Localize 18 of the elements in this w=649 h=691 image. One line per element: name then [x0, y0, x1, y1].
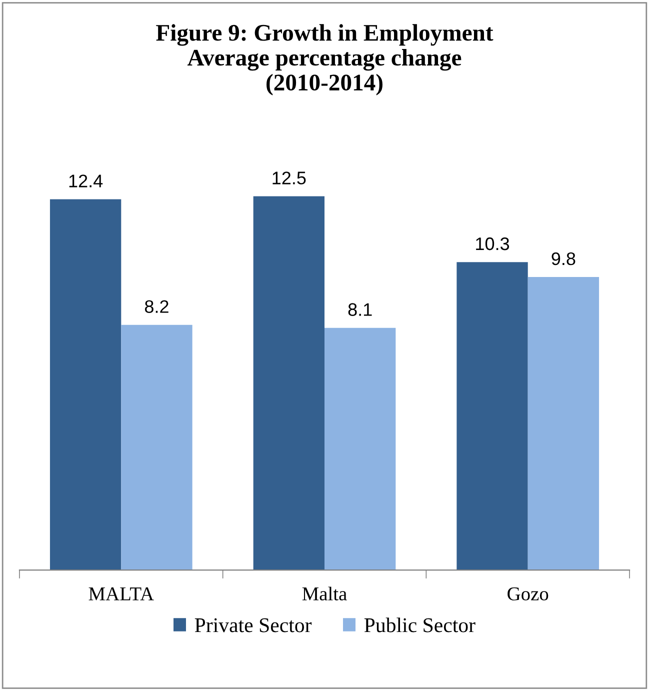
- legend-label: Public Sector: [364, 618, 476, 632]
- bar: [324, 328, 396, 570]
- data-label: 9.8: [552, 252, 576, 266]
- bar: [121, 324, 192, 570]
- legend-label: Private Sector: [194, 618, 312, 632]
- x-tick-label: Gozo: [508, 587, 548, 600]
- data-label: 8.1: [348, 303, 372, 316]
- x-tick-label: Malta: [302, 586, 347, 600]
- bar: [50, 199, 122, 570]
- bar: [528, 277, 600, 570]
- chart-title: Figure 9: Growth in Employment Average percentage change (2010-2014): [156, 24, 494, 96]
- data-label: 12.4: [69, 174, 103, 188]
- data-label: 8.2: [144, 300, 168, 313]
- data-label: 12.5: [272, 172, 306, 184]
- data-label: 10.3: [476, 237, 510, 250]
- x-tick-label: MALTA: [88, 587, 154, 600]
- bar: [253, 196, 324, 570]
- bar: [456, 262, 528, 570]
